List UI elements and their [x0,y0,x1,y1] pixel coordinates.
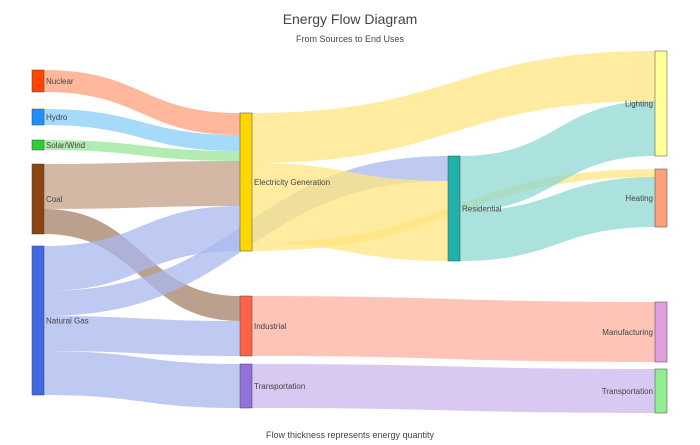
link-gas-to-transport [44,351,240,408]
chart-footer: Flow thickness represents energy quantit… [265,430,435,440]
labels-layer: Nuclear Hydro Solar/Wind Coal Natural Gas Ele… [46,77,653,396]
node-label-hydro: Hydro [46,113,68,122]
node-label-transport: Transportation [254,382,305,391]
node-transport [239,363,253,409]
chart-subtitle: From Sources to End Uses [295,34,405,44]
node-label-coal: Coal [46,195,63,204]
node-heating [654,168,668,228]
node-label-solar: Solar/Wind [46,141,85,150]
nodes-layer [31,50,668,414]
link-industrial-to-manufacturing [252,296,655,362]
node-label-gas: Natural Gas [46,317,89,326]
link-gas-to-elec [44,206,240,291]
link-transport-to-transportation_use [252,364,655,413]
node-label-heating: Heating [625,194,653,203]
link-nuclear-to-elec [44,70,240,135]
node-label-industrial: Industrial [254,322,287,331]
node-coal [31,163,45,235]
node-solar [31,139,45,151]
node-lighting [654,50,668,157]
node-manufacturing [654,301,668,363]
node-label-manufacturing: Manufacturing [602,328,653,337]
node-label-residential: Residential [462,205,502,214]
node-transportation_use [654,368,668,414]
node-label-lighting: Lighting [625,100,653,109]
link-elec-to-lighting [252,51,655,163]
chart-title: Energy Flow Diagram [282,11,418,27]
node-gas [31,245,45,396]
node-residential [447,155,461,262]
link-gas-to-industrial [44,316,240,356]
link-solar-to-elec [44,140,240,161]
node-label-elec: Electricity Generation [254,178,330,187]
link-elec-to-residential [252,163,448,261]
link-residential-to-heating [460,177,655,261]
node-elec [239,112,253,252]
links-layer [44,51,655,413]
link-residential-to-lighting [460,101,655,211]
node-nuclear [31,69,45,93]
link-hydro-to-elec [44,109,240,151]
node-label-nuclear: Nuclear [46,77,74,86]
node-hydro [31,108,45,126]
link-coal-to-elec [44,161,240,209]
node-label-transportation_use: Transportation [602,387,653,396]
node-industrial [239,295,253,357]
